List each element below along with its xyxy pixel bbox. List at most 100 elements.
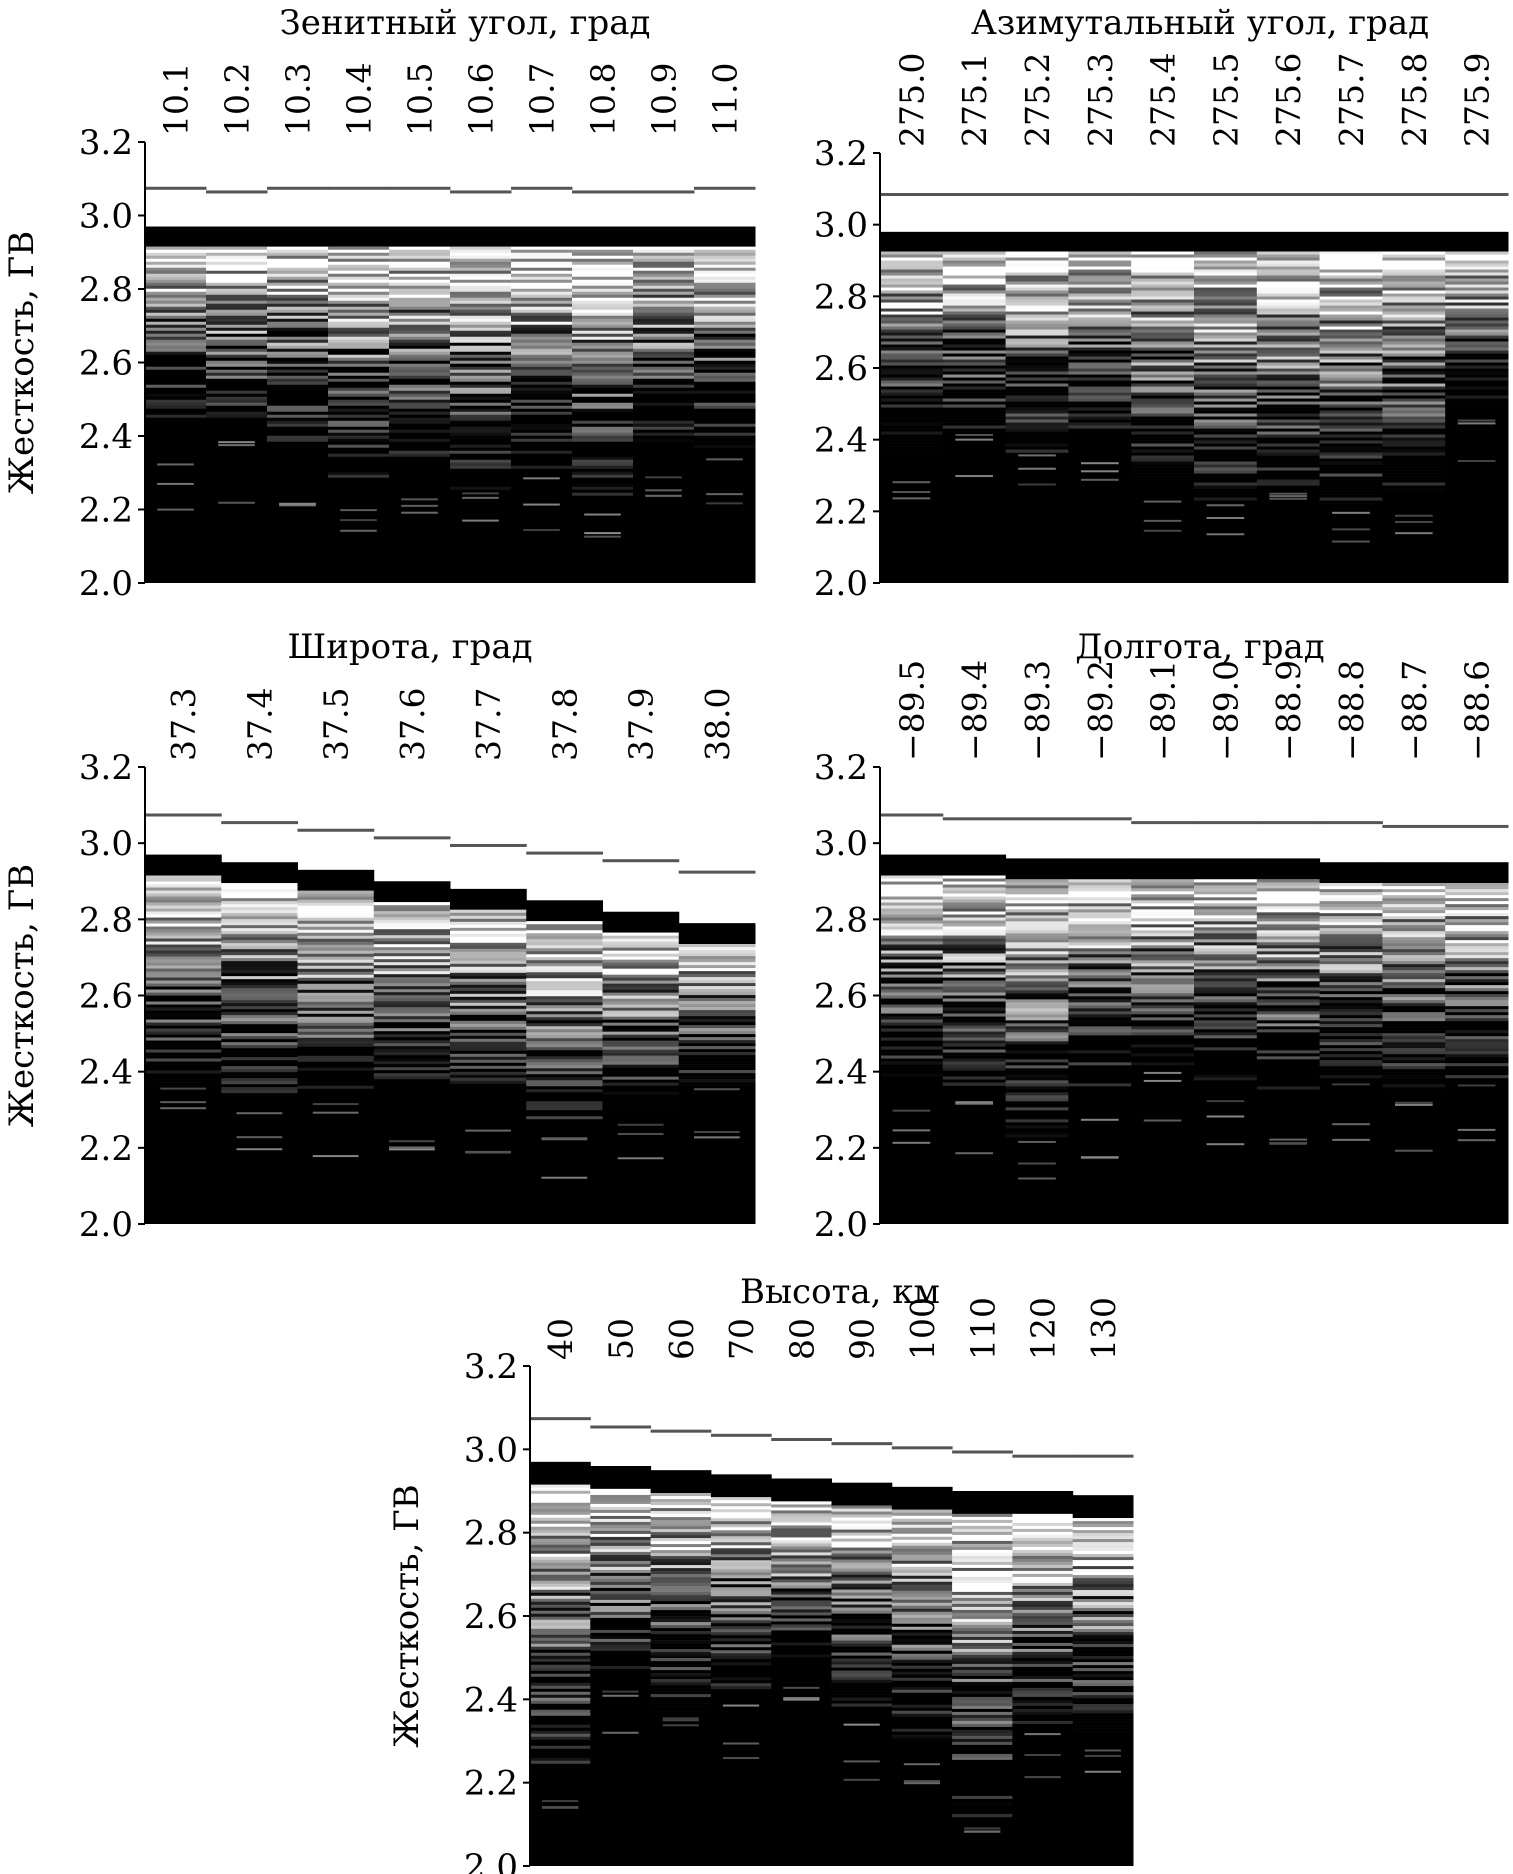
penumbra-stripe: [1445, 1000, 1509, 1004]
penumbra-stripe: [373, 902, 451, 906]
penumbra-stripe: [1194, 1077, 1258, 1081]
penumbra-stripe: [530, 1700, 591, 1705]
penumbra-stripe: [572, 267, 634, 272]
penumbra-stripe: [1256, 353, 1321, 357]
penumbra-stripe: [831, 1646, 893, 1650]
penumbra-stripe: [267, 312, 329, 317]
heatmap-column: [145, 186, 207, 583]
penumbra-stripe: [1256, 939, 1321, 943]
penumbra-stripe: [942, 1076, 1007, 1080]
penumbra-stripe: [221, 1027, 298, 1031]
penumbra-stripe: [1382, 970, 1446, 974]
penumbra-stripe: [1445, 311, 1509, 315]
penumbra-stripe: [1012, 1711, 1074, 1716]
penumbra-stripe: [526, 1104, 603, 1108]
penumbra-stripe: [1068, 1053, 1132, 1057]
penumbra-stripe: [1256, 398, 1321, 402]
penumbra-stripe: [328, 420, 390, 425]
penumbra-stripe: [1194, 1005, 1258, 1009]
x-tick-label: 10.3: [279, 63, 318, 136]
penumbra-stripe: [526, 969, 603, 973]
penumbra-stripe: [880, 362, 944, 366]
penumbra-stripe: [602, 962, 680, 966]
penumbra-stripe: [1131, 458, 1195, 462]
penumbra-stripe: [891, 1620, 953, 1625]
penumbra-stripe: [831, 1517, 893, 1521]
forbidden-region: [590, 1686, 652, 1866]
penumbra-stripe: [1445, 892, 1509, 896]
penumbra-stripe: [678, 1064, 756, 1068]
penumbra-stripe: [206, 246, 268, 251]
penumbra-stripe: [602, 1091, 680, 1095]
effective-cutoff-band: [694, 226, 756, 247]
penumbra-stripe: [373, 1070, 451, 1074]
penumbra-stripe: [1194, 906, 1258, 910]
penumbra-stripe: [389, 273, 451, 278]
penumbra-stripe: [1382, 446, 1446, 450]
x-tick-label: 275.9: [1458, 53, 1497, 147]
penumbra-stripe: [1068, 293, 1132, 297]
penumbra-stripe: [1072, 1536, 1134, 1540]
penumbra-stripe: [880, 443, 944, 447]
penumbra-stripe: [617, 1157, 664, 1160]
penumbra-stripe: [1131, 377, 1195, 381]
penumbra-stripe: [1445, 284, 1509, 288]
penumbra-stripe: [678, 947, 756, 951]
penumbra-stripe: [1005, 395, 1069, 399]
penumbra-stripe: [1319, 302, 1383, 306]
heatmap-column: [328, 186, 390, 583]
penumbra-stripe: [1194, 269, 1258, 273]
penumbra-stripe: [1256, 344, 1321, 348]
penumbra-stripe: [633, 402, 695, 407]
penumbra-stripe: [328, 381, 390, 386]
penumbra-stripe: [206, 426, 268, 431]
penumbra-stripe: [633, 396, 695, 401]
penumbra-stripe: [771, 1606, 832, 1610]
penumbra-stripe: [145, 947, 222, 951]
penumbra-stripe: [1005, 1038, 1069, 1042]
penumbra-stripe: [450, 354, 512, 359]
penumbra-stripe: [328, 339, 390, 344]
penumbra-stripe: [511, 459, 573, 464]
penumbra-stripe: [1256, 368, 1321, 372]
penumbra-stripe: [880, 347, 944, 351]
penumbra-stripe: [880, 254, 944, 258]
penumbra-stripe: [650, 1652, 712, 1656]
penumbra-stripe: [678, 1085, 756, 1089]
penumbra-stripe: [880, 977, 944, 981]
penumbra-stripe: [328, 411, 390, 416]
penumbra-stripe: [1256, 266, 1321, 270]
penumbra-stripe: [526, 1050, 603, 1054]
penumbra-stripe: [572, 486, 634, 491]
penumbra-stripe: [1005, 1086, 1069, 1090]
penumbra-stripe: [530, 1553, 591, 1558]
penumbra-stripe: [450, 918, 527, 923]
penumbra-stripe: [602, 986, 680, 990]
penumbra-stripe: [530, 1496, 591, 1501]
penumbra-stripe: [1068, 317, 1132, 321]
penumbra-stripe: [880, 1010, 944, 1014]
penumbra-stripe: [1382, 371, 1446, 375]
penumbra-stripe: [694, 330, 756, 335]
penumbra-stripe: [572, 459, 634, 464]
penumbra-stripe: [1445, 1036, 1509, 1040]
penumbra-stripe: [1072, 1566, 1134, 1570]
penumbra-stripe: [633, 270, 695, 275]
penumbra-stripe: [450, 381, 512, 386]
penumbra-stripe: [1445, 299, 1509, 303]
penumbra-stripe: [1012, 1675, 1074, 1680]
penumbra-stripe: [221, 1009, 298, 1013]
penumbra-stripe: [1072, 1563, 1134, 1567]
forbidden-region: [206, 436, 268, 583]
penumbra-stripe: [1005, 290, 1069, 294]
penumbra-stripe: [221, 970, 298, 974]
penumbra-stripe: [590, 1506, 652, 1511]
penumbra-stripe: [1131, 984, 1195, 988]
penumbra-stripe: [1143, 1119, 1182, 1122]
penumbra-stripe: [206, 402, 268, 407]
penumbra-stripe: [1256, 296, 1321, 300]
penumbra-stripe: [650, 1610, 712, 1614]
penumbra-stripe: [572, 438, 634, 443]
penumbra-stripe: [650, 1556, 712, 1560]
penumbra-stripe: [880, 1037, 944, 1041]
